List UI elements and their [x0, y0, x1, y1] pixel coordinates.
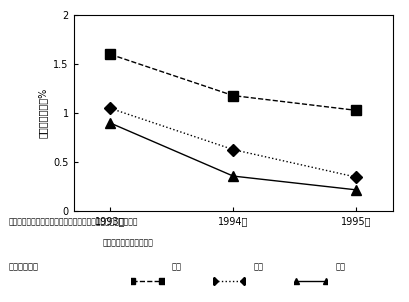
Text: ６回: ６回: [172, 263, 182, 272]
Text: ４回: ４回: [254, 263, 263, 272]
Y-axis label: 乾草構成割合　%: 乾草構成割合 %: [38, 88, 48, 138]
Text: シバムギ構成割合の推移: シバムギ構成割合の推移: [102, 239, 153, 248]
Text: ３回: ３回: [335, 263, 345, 272]
Text: 図４．オーチャードグラス草地における刈り取り回数の違いと: 図４．オーチャードグラス草地における刈り取り回数の違いと: [8, 217, 138, 226]
Text: 刈り取り回数: 刈り取り回数: [8, 263, 38, 272]
